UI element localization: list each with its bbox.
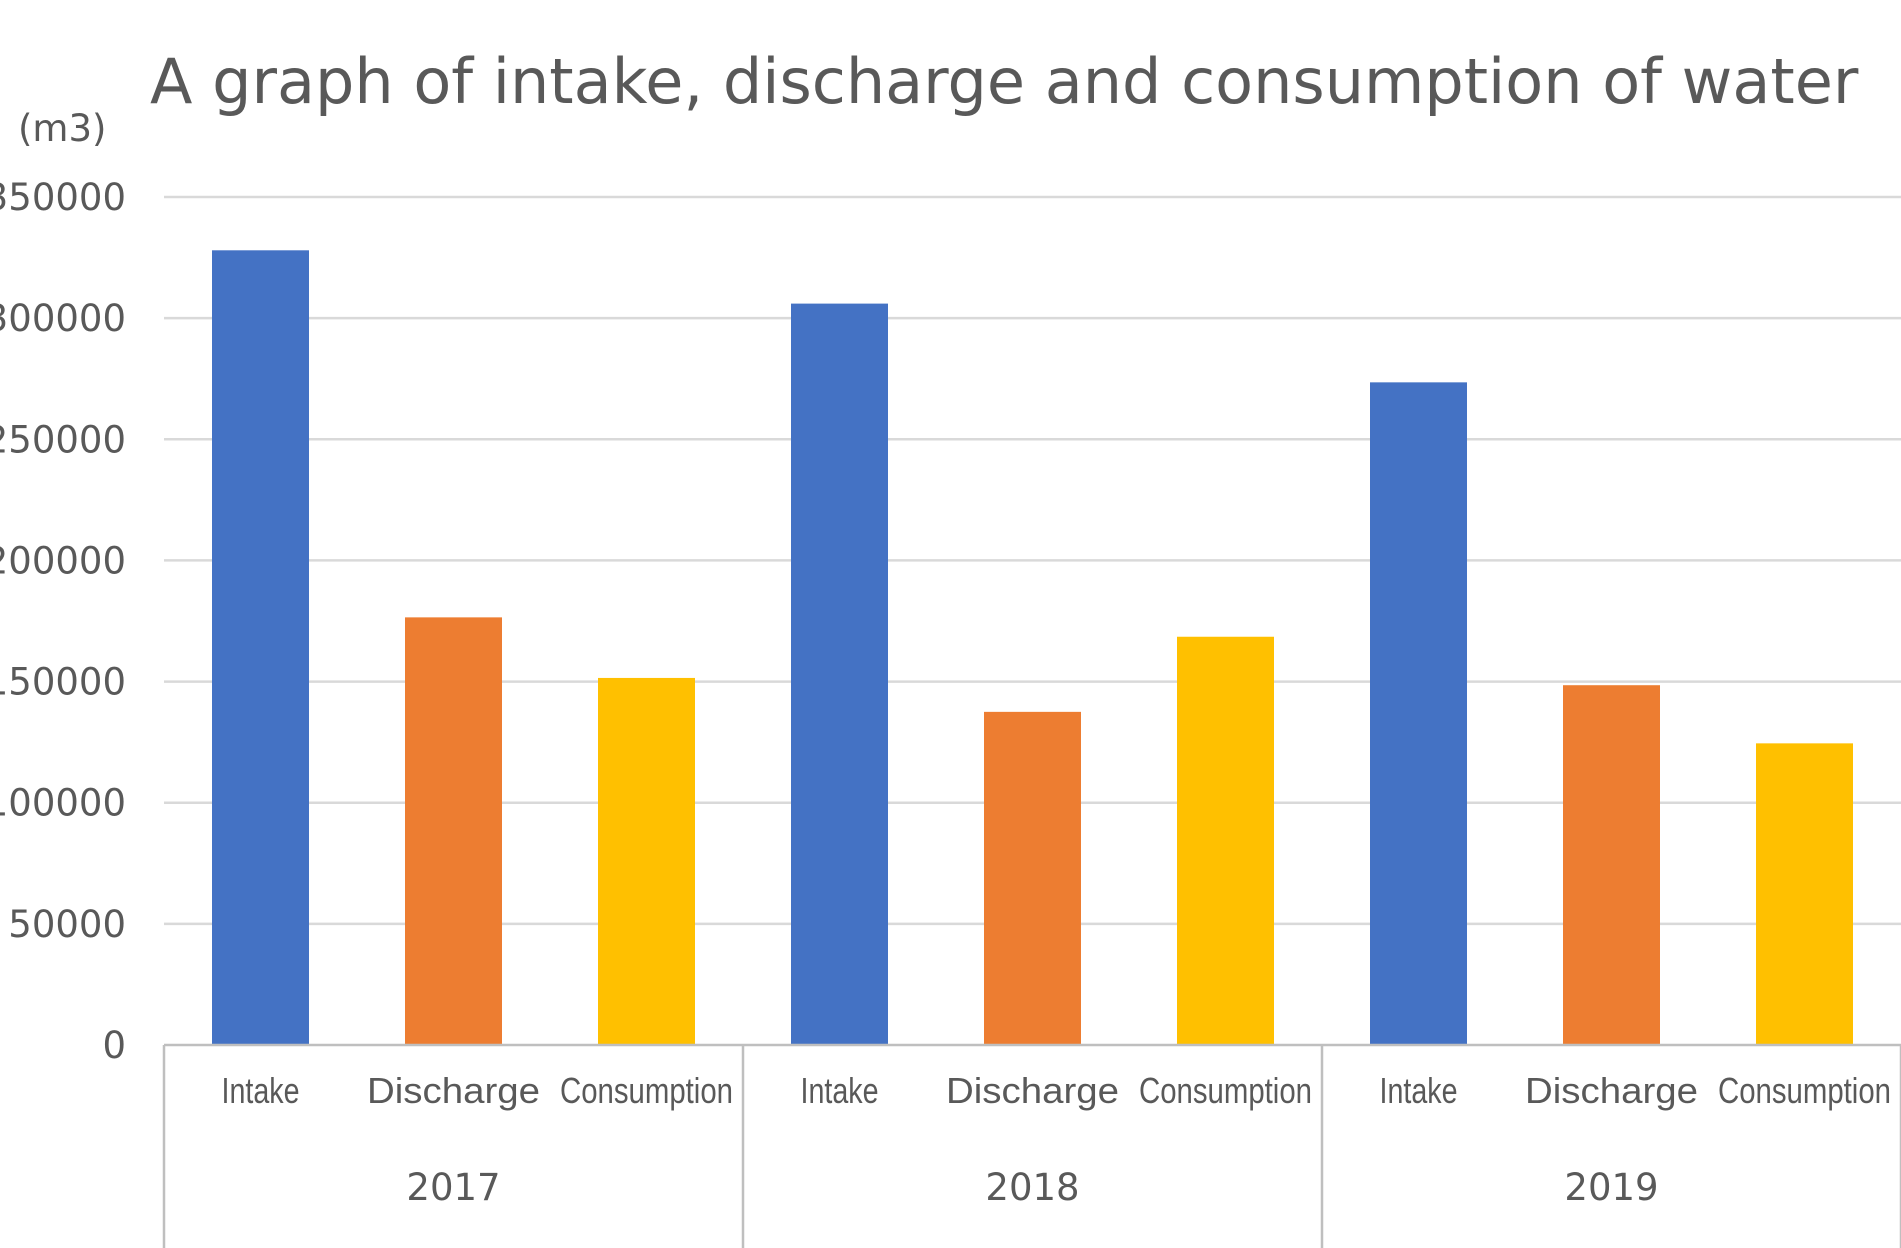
bars <box>212 250 1853 1045</box>
bar-2017-consumption <box>598 677 695 1045</box>
category-label: Discharge <box>1525 1070 1698 1111</box>
category-label: Consumption <box>1718 1070 1891 1111</box>
category-label: Intake <box>1380 1070 1458 1111</box>
y-tick-label: 300000 <box>0 297 126 340</box>
category-label: Intake <box>222 1070 300 1111</box>
y-tick-label: 250000 <box>0 418 126 461</box>
bar-2018-consumption <box>1177 636 1274 1045</box>
bar-2018-intake <box>791 303 888 1045</box>
category-label: Consumption <box>1139 1070 1312 1111</box>
x-axis <box>162 1043 1901 1248</box>
y-tick-label: 0 <box>102 1024 126 1067</box>
bar-2019-discharge <box>1563 685 1660 1045</box>
y-axis-unit-label: (m3) <box>18 107 106 150</box>
y-axis-ticks: 0 50000 100000 150000 200000 250000 300000 3500… <box>0 176 126 1067</box>
y-tick-label: 150000 <box>0 661 126 704</box>
y-tick-label: 200000 <box>0 539 126 582</box>
bar-2018-discharge <box>984 711 1081 1045</box>
group-label: 2018 <box>985 1166 1079 1209</box>
y-tick-label: 350000 <box>0 176 126 219</box>
category-label: Discharge <box>946 1070 1119 1111</box>
y-tick-label: 50000 <box>8 903 126 946</box>
category-label: Consumption <box>560 1070 733 1111</box>
bar-2019-intake <box>1370 382 1467 1045</box>
group-label: 2019 <box>1564 1166 1658 1209</box>
bar-2017-intake <box>212 250 309 1045</box>
x-axis-labels: Intake Discharge Consumption 2017 Intake Disc… <box>222 1070 1892 1209</box>
chart-title: A graph of intake, discharge and consump… <box>150 45 1859 118</box>
group-label: 2017 <box>406 1166 500 1209</box>
bar-2019-consumption <box>1756 743 1853 1045</box>
bar-2017-discharge <box>405 617 502 1045</box>
category-label: Discharge <box>367 1070 540 1111</box>
category-label: Intake <box>801 1070 879 1111</box>
y-tick-label: 100000 <box>0 782 126 825</box>
